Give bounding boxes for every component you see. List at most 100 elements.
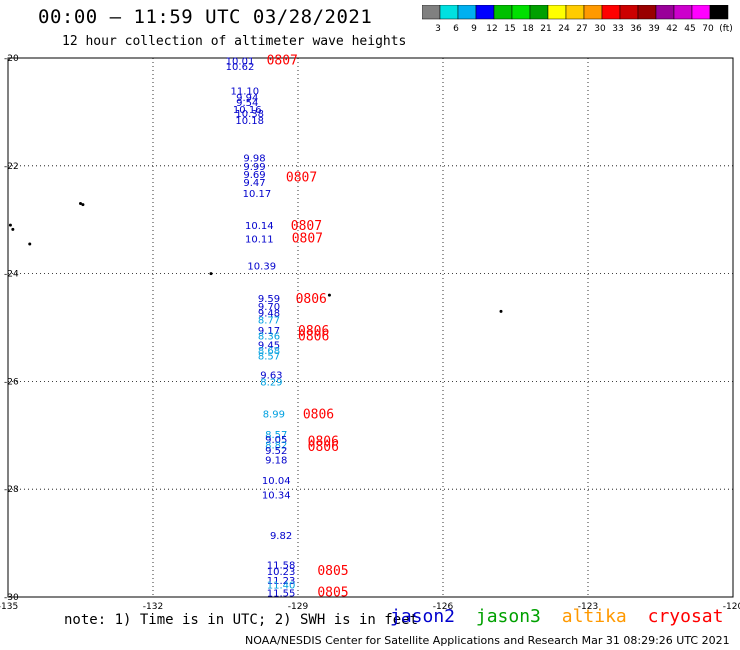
- colorbar-label: 30: [594, 24, 606, 34]
- pass-time-label: 0805: [317, 586, 348, 601]
- units-note: note: 1) Time is in UTC; 2) SWH is in fe…: [64, 612, 419, 628]
- swh-value: 8.29: [260, 377, 282, 388]
- swh-value: 9.48: [258, 308, 280, 319]
- legend-jason2: jason2: [390, 606, 456, 627]
- swh-value: 8.68: [258, 346, 280, 357]
- legend-cryosat: cryosat: [647, 606, 724, 627]
- lat-tick-label: -20: [4, 54, 19, 64]
- colorbar-label: 24: [558, 24, 570, 34]
- island-mark: [8, 223, 12, 227]
- swh-value: 9.59: [258, 294, 280, 305]
- lon-tick-label: -135: [0, 602, 18, 610]
- colorbar-label: 45: [684, 24, 695, 34]
- colorbar-label: 12: [486, 24, 497, 34]
- swh-value: 9.05: [265, 435, 287, 446]
- swh-value: 9.45: [258, 341, 280, 352]
- swh-value: 10.17: [243, 189, 272, 200]
- colorbar-label: 36: [630, 24, 642, 34]
- lat-tick-label: -22: [4, 162, 19, 172]
- island-mark: [28, 242, 32, 246]
- lat-tick-label: -24: [4, 270, 19, 280]
- colorbar-label: (ft): [719, 24, 732, 34]
- pass-time-label: 0807: [292, 231, 323, 246]
- swh-value: 9.98: [243, 154, 265, 165]
- swh-value: 10.16: [233, 105, 262, 116]
- swh-value: 9.69: [243, 170, 265, 181]
- swh-value: 11.58: [267, 561, 296, 572]
- colorbar-label: 3: [435, 24, 441, 34]
- swh-value: 10.01: [226, 57, 255, 68]
- swh-value: 11.55: [267, 589, 296, 600]
- pass-time-label: 0805: [317, 564, 348, 579]
- colorbar-swatch: [709, 5, 729, 20]
- pass-time-label: 0806: [308, 440, 339, 455]
- swh-value: 11.40: [267, 581, 296, 592]
- swh-value: 10.23: [267, 567, 296, 578]
- pass-time-label: 0806: [298, 330, 329, 345]
- lat-tick-label: -28: [4, 485, 19, 495]
- swh-value: 9.94: [236, 93, 258, 104]
- legend-jason3: jason3: [475, 606, 541, 627]
- legend-altika: altika: [561, 606, 627, 627]
- colorbar-label: 6: [453, 24, 459, 34]
- swh-value: 9.63: [260, 370, 282, 381]
- swh-value: 9.82: [270, 531, 292, 542]
- swh-value: 11.10: [231, 86, 260, 97]
- island-mark: [209, 272, 213, 276]
- swh-value: 10.14: [245, 221, 274, 232]
- pass-time-label: 0806: [298, 324, 329, 339]
- pass-time-label: 0807: [267, 54, 298, 69]
- swh-value: 9.99: [243, 162, 265, 173]
- island-mark: [11, 227, 15, 231]
- swh-value: 10.38: [235, 109, 264, 120]
- island-mark: [79, 202, 82, 206]
- lon-tick-label: -120: [723, 602, 740, 610]
- pass-time-label: 0806: [303, 408, 334, 423]
- swh-value: 9.18: [265, 456, 287, 467]
- island-mark: [499, 309, 503, 313]
- page-title: 00:00 – 11:59 UTC 03/28/2021: [38, 6, 373, 28]
- lat-tick-label: -30: [4, 593, 19, 603]
- swh-value: 9.70: [258, 302, 280, 313]
- lon-tick-label: -126: [433, 602, 454, 610]
- colorbar-label: 70: [702, 24, 714, 34]
- swh-value: 9.52: [265, 446, 287, 457]
- swh-value: 10.34: [262, 491, 291, 502]
- colorbar-label: 9: [471, 24, 477, 34]
- footer-credit: NOAA/NESDIS Center for Satellite Applica…: [245, 634, 730, 647]
- lat-tick-label: -26: [4, 377, 19, 387]
- swh-value: 10.62: [226, 62, 255, 73]
- swh-value: 10.18: [235, 116, 264, 127]
- swh-value: 8.99: [263, 410, 285, 421]
- colorbar-label: 15: [504, 24, 515, 34]
- pass-time-label: 0806: [308, 435, 339, 450]
- colorbar-label: 18: [522, 24, 534, 34]
- map-frame: [7, 57, 734, 598]
- swh-value: 10.04: [262, 476, 291, 487]
- swh-value: 8.77: [258, 315, 280, 326]
- swh-value: 9.54: [236, 98, 258, 109]
- lon-tick-label: -129: [288, 602, 309, 610]
- swh-value: 9.17: [258, 326, 280, 337]
- colorbar-label: 27: [576, 24, 587, 34]
- color-scale-bar: 3 6 9 12 15 18 21 24 27 30 33 36 39 42 45 70 (ft): [422, 5, 732, 34]
- island-mark: [81, 203, 85, 207]
- page-subtitle: 12 hour collection of altimeter wave hei…: [62, 34, 407, 49]
- swh-value: 8.82: [265, 440, 287, 451]
- swh-value: 11.23: [267, 576, 296, 587]
- swh-value: 10.11: [245, 235, 274, 246]
- swh-value: 8.57: [258, 352, 280, 363]
- pass-time-label: 0807: [286, 171, 317, 186]
- colorbar-label: 21: [540, 24, 551, 34]
- swh-value: 8.36: [258, 332, 280, 343]
- colorbar-label: 33: [612, 24, 623, 34]
- lon-tick-label: -132: [143, 602, 163, 610]
- pass-time-label: 0807: [291, 219, 322, 234]
- colorbar-label: 42: [666, 24, 677, 34]
- colorbar-label: 39: [648, 24, 660, 34]
- pass-time-label: 0806: [296, 292, 327, 307]
- lon-tick-label: -123: [578, 602, 598, 610]
- satellite-legend: jason2 jason3 altika cryosat s3a: [390, 606, 740, 627]
- altimeter-map: -135 -132 -129 -126 -123 -120 -20 -22 -24 -26 -28 -…: [0, 54, 740, 610]
- swh-value: 10.39: [247, 262, 276, 273]
